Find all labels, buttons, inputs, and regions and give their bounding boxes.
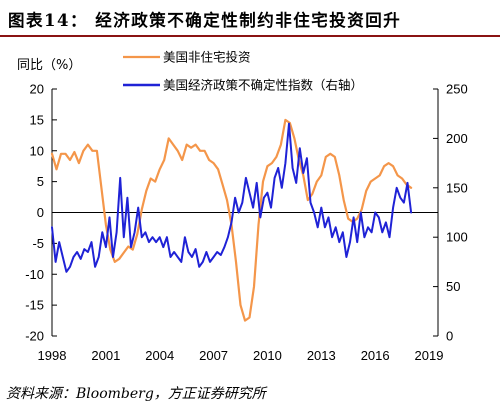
left-axis-label: 同比（%） (17, 58, 81, 73)
right-axis-tick-label: 250 (446, 82, 468, 97)
right-axis-tick-label: 150 (446, 180, 468, 195)
figure-header: 图表14： 经济政策不确定性制约非住宅投资回升 (0, 0, 500, 37)
header-rule (0, 35, 500, 37)
left-axis-tick-label: -15 (25, 298, 44, 313)
source-note: 资料来源：Bloomberg，方正证券研究所 (6, 386, 266, 402)
left-axis-tick-label: 15 (30, 112, 44, 127)
left-axis-tick-label: 0 (37, 205, 44, 220)
right-axis-tick-label: 100 (446, 230, 468, 245)
x-axis-tick-label: 2004 (145, 348, 174, 363)
left-axis-tick-label: -10 (25, 267, 44, 282)
right-axis-tick-label: 50 (446, 279, 460, 294)
x-axis-tick-label: 2019 (415, 348, 444, 363)
left-axis-tick-label: -5 (32, 236, 44, 251)
left-axis-tick-label: 20 (30, 82, 44, 97)
left-axis-tick-label: -20 (25, 329, 44, 344)
series-layer (50, 118, 413, 322)
x-axis-tick-label: 2010 (253, 348, 282, 363)
series-line-policy-uncertainty-index (51, 122, 413, 273)
left-axis-tick-label: 10 (30, 143, 44, 158)
x-axis-tick-label: 2013 (307, 348, 336, 363)
x-axis-tick-label: 2001 (91, 348, 120, 363)
x-axis-tick-label: 1998 (38, 348, 67, 363)
left-axis-tick-label: 5 (37, 174, 44, 189)
right-axis-tick-label: 0 (446, 329, 453, 344)
figure-title: 图表14： 经济政策不确定性制约非住宅投资回升 (8, 11, 402, 30)
legend-label: 美国非住宅投资 (163, 50, 251, 65)
x-axis-tick-label: 2016 (361, 348, 390, 363)
chart-area: -20 -15 -10 -5 0 5 10 15 20 0 50 100 150 200 250 1998 20… (0, 37, 500, 379)
right-axis-tick-label: 200 (446, 131, 468, 146)
x-axis-tick-label: 2007 (199, 348, 228, 363)
legend-label: 美国经济政策不确定性指数（右轴） (163, 78, 363, 93)
